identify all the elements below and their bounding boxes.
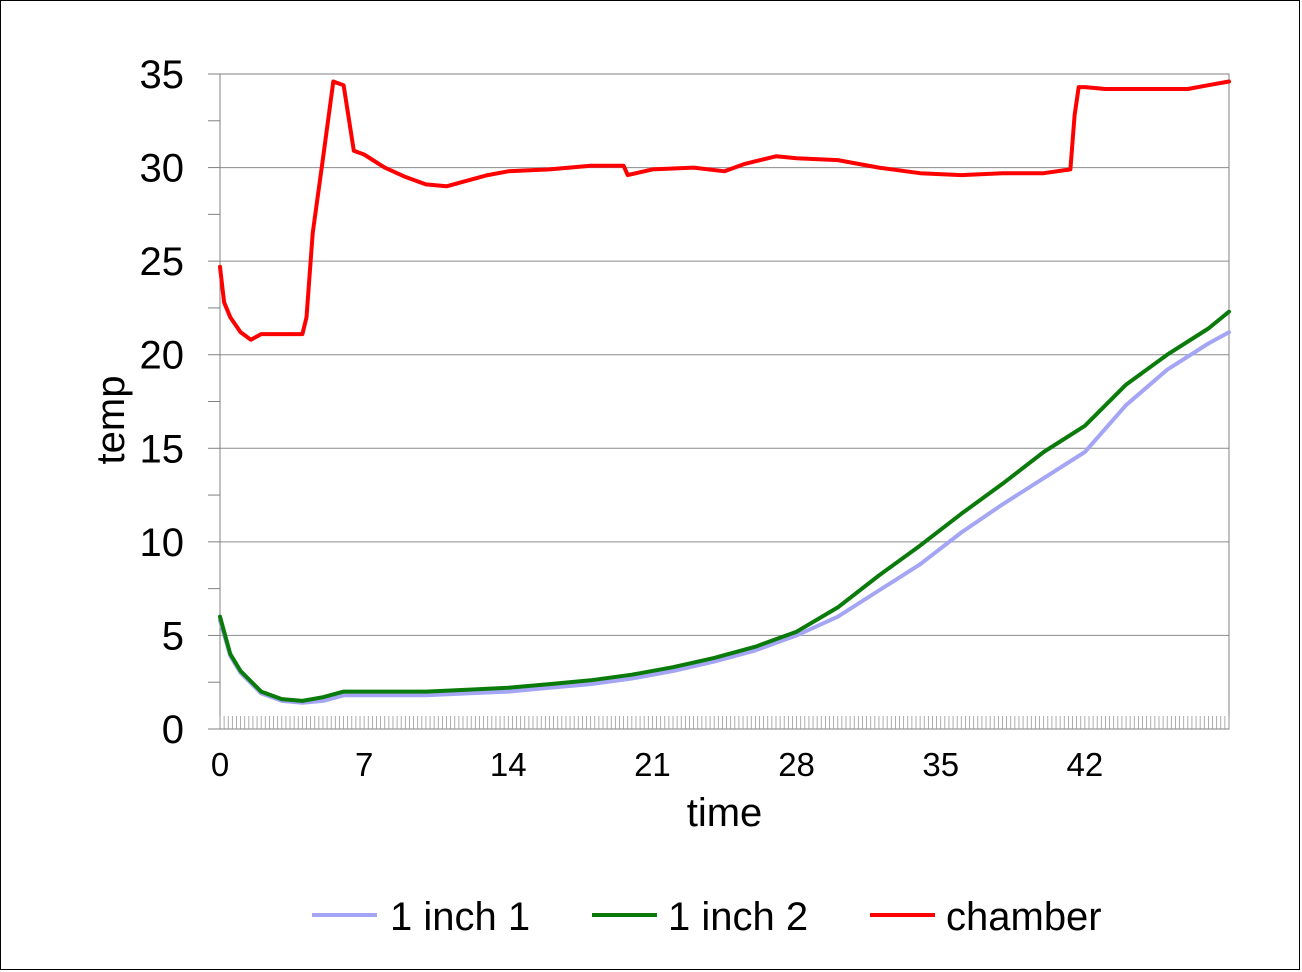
y-tick-label: 0 <box>162 708 184 752</box>
x-tick-label: 35 <box>922 746 959 783</box>
y-tick-label: 15 <box>140 427 185 471</box>
series-layer <box>218 79 1231 705</box>
x-tick-label: 0 <box>211 746 229 783</box>
x-tick-label: 7 <box>355 746 373 783</box>
y-axis-ticks <box>208 73 220 730</box>
y-tick-label: 30 <box>140 147 185 191</box>
y-axis-tick-labels: 0 5 10 15 20 25 30 35 <box>140 53 185 752</box>
x-tick-label: 21 <box>634 746 671 783</box>
y-tick-label: 20 <box>140 334 185 378</box>
series-line-2 <box>218 309 1231 703</box>
x-tick-label: 28 <box>778 746 815 783</box>
legend-label: 1 inch 2 <box>668 895 808 939</box>
x-tick-label: 14 <box>490 746 527 783</box>
series-line-3 <box>218 79 1231 342</box>
y-tick-label: 10 <box>140 521 185 565</box>
y-tick-label: 35 <box>140 53 185 97</box>
x-axis-label: time <box>687 791 763 835</box>
x-tick-label: 42 <box>1066 746 1103 783</box>
legend: 1 inch 1 1 inch 2 chamber <box>312 895 1102 939</box>
y-tick-label: 5 <box>162 614 184 658</box>
series-line-1 <box>218 330 1231 705</box>
y-tick-label: 25 <box>140 240 185 284</box>
y-axis-label: temp <box>89 376 133 465</box>
legend-label: 1 inch 1 <box>390 895 530 939</box>
x-axis-tick-labels: 0 7 14 21 28 35 42 <box>211 746 1103 783</box>
x-axis-minor-ticks <box>219 716 1230 729</box>
legend-label: chamber <box>946 895 1102 939</box>
